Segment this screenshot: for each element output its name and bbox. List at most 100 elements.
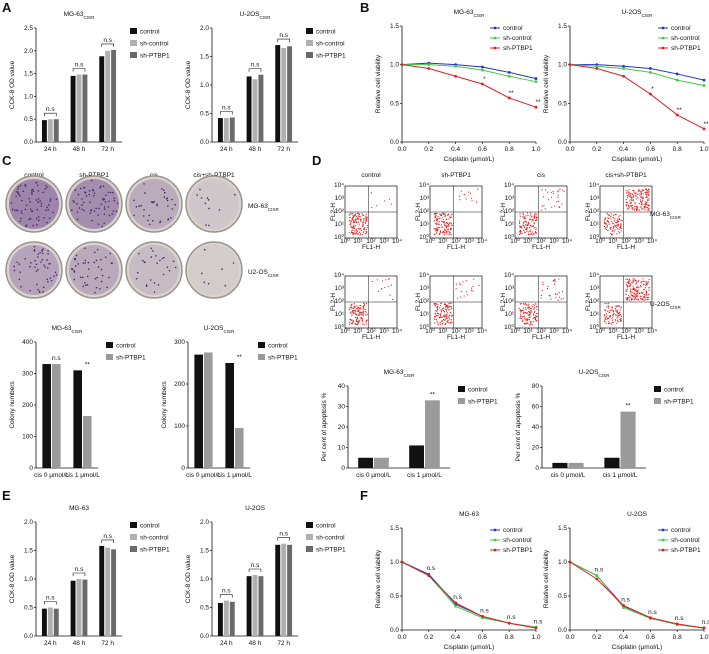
legend-swatch (130, 546, 137, 552)
y-tick-label: 1.0 (200, 82, 209, 89)
event (391, 298, 394, 301)
event (360, 220, 362, 222)
event (348, 323, 351, 325)
annotation: * (483, 76, 486, 83)
dish-stain (189, 179, 239, 229)
event (533, 311, 535, 313)
event (446, 313, 448, 315)
colony (42, 248, 44, 250)
event (620, 307, 622, 309)
y-tick-label: 2.5 (24, 25, 33, 32)
annotation: ** (85, 361, 91, 368)
annotation: n.s (251, 562, 260, 569)
event (350, 322, 353, 325)
event (370, 192, 372, 194)
bar (41, 120, 47, 142)
event (611, 307, 614, 309)
event (646, 195, 648, 197)
chart-title-main: U-2OS (204, 325, 225, 332)
event (524, 323, 526, 325)
event (603, 320, 606, 322)
y-tick-label: 0.5 (558, 100, 567, 107)
bar (229, 601, 235, 636)
colony (16, 261, 18, 264)
event (530, 215, 532, 217)
chart-title: U-2OS (627, 511, 648, 518)
event (647, 191, 649, 193)
event (645, 207, 647, 209)
event (529, 307, 532, 309)
event (349, 217, 351, 219)
y-tick-label: 10² (590, 208, 600, 215)
point (507, 71, 511, 74)
event (352, 320, 354, 322)
bar (111, 49, 117, 142)
event (637, 291, 639, 293)
event (636, 281, 638, 283)
event (640, 291, 643, 293)
event (529, 324, 532, 326)
event (625, 278, 627, 280)
event (608, 222, 610, 224)
y-tick-label: 300 (22, 371, 33, 378)
event (536, 305, 538, 307)
dish-stain (9, 179, 59, 229)
event (552, 190, 554, 192)
colony (162, 189, 165, 191)
event (365, 302, 368, 305)
event (354, 307, 356, 309)
colony (103, 205, 106, 208)
event (390, 284, 393, 286)
point (481, 65, 484, 69)
x-axis-label: Cisplatin (μmol/L) (444, 156, 495, 163)
y-tick-label: 1.0 (24, 93, 33, 100)
legend-marker (493, 26, 497, 30)
event (533, 313, 535, 315)
bar (235, 428, 244, 468)
x-tick-label: 0.8 (505, 634, 514, 641)
event (363, 304, 365, 306)
x-tick-label: 10⁴ (647, 328, 657, 335)
y-tick-label: 0.5 (24, 116, 33, 123)
event (645, 293, 647, 295)
y-tick-label: 10² (590, 298, 600, 305)
legend-label: sh-PTBP1 (268, 355, 298, 362)
event (607, 219, 609, 222)
bar (620, 411, 636, 468)
legend-swatch (130, 522, 137, 528)
event (443, 221, 445, 223)
annotation: n.s (251, 62, 260, 69)
event (644, 287, 647, 289)
colony (142, 259, 144, 262)
event (518, 220, 521, 222)
colony (112, 210, 115, 212)
colony (35, 263, 38, 266)
event (433, 322, 436, 324)
point (649, 92, 652, 96)
event (560, 298, 562, 300)
colony (95, 207, 97, 210)
colony (103, 198, 106, 201)
event (533, 308, 535, 310)
colony (84, 247, 86, 249)
point (481, 68, 484, 72)
row-label-main: U-2OS (650, 301, 671, 308)
colony (99, 186, 101, 189)
annotation: ** (237, 354, 243, 361)
colony (16, 209, 19, 212)
colony (24, 183, 27, 186)
event (524, 312, 526, 314)
event (643, 288, 645, 290)
event (365, 320, 367, 322)
event (522, 302, 524, 304)
event (535, 318, 537, 321)
x-tick-label: 10⁴ (392, 328, 402, 335)
event (647, 199, 649, 201)
event (438, 232, 441, 235)
x-tick-label: 10¹ (353, 328, 363, 335)
event (442, 230, 444, 232)
event (527, 214, 529, 217)
colony (71, 268, 73, 270)
event (527, 224, 529, 226)
legend-label: sh-control (140, 41, 169, 48)
